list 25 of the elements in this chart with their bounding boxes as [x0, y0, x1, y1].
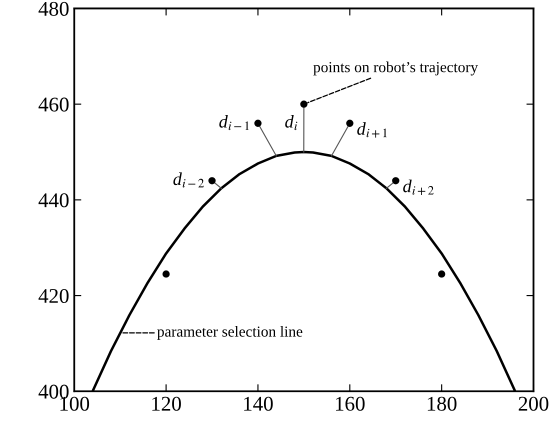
point: [300, 100, 308, 108]
annotation: d$_{i−1}$: [219, 115, 249, 130]
y-tick-label: 480: [38, 2, 69, 16]
y-tick-label: 420: [38, 288, 69, 304]
y-tick-label: 400: [38, 384, 69, 399]
annotation: parameter selection line: [157, 326, 302, 340]
point: [254, 120, 262, 127]
x-tick-label: 180: [428, 396, 456, 411]
point: [208, 177, 216, 184]
x-tick-label: 200: [518, 396, 548, 411]
y-tick-label: 440: [38, 193, 69, 208]
annotation: d$_{i}$: [285, 115, 298, 130]
x-tick-label: 120: [152, 396, 181, 411]
annotation: d$_{i+2}$: [403, 180, 434, 196]
x-tick-label: 140: [244, 396, 273, 411]
x-tick-label: 160: [336, 396, 365, 411]
point: [162, 270, 170, 278]
x-tick-label: 100: [60, 396, 90, 411]
annotation: d$_{i−2}$: [173, 172, 204, 188]
point: [438, 270, 446, 278]
y-tick-label: 460: [38, 98, 69, 112]
point: [346, 120, 354, 127]
annotation: points on robot’s trajectory: [313, 62, 478, 76]
annotation: d$_{i+1}$: [357, 122, 387, 138]
point: [392, 177, 400, 184]
